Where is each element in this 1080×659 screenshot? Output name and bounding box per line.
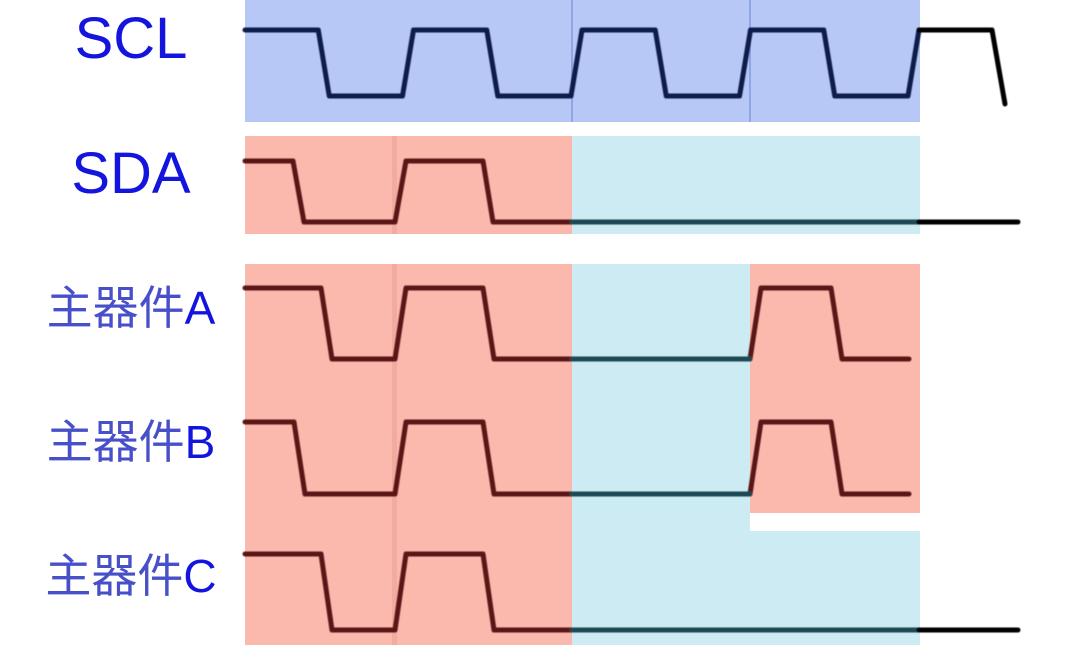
svg-text:SDA: SDA: [71, 141, 191, 206]
svg-text:主器件C: 主器件C: [45, 550, 216, 602]
svg-text:SCL: SCL: [75, 6, 188, 71]
svg-text:主器件A: 主器件A: [47, 282, 216, 334]
svg-text:主器件B: 主器件B: [47, 416, 216, 468]
